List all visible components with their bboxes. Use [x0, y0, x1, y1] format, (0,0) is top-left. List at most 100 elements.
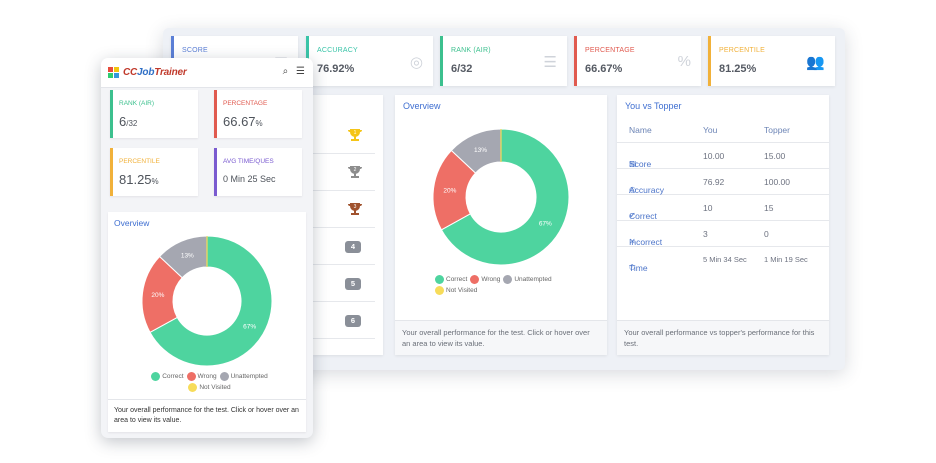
- brand-name[interactable]: CCJobTrainer: [123, 67, 187, 78]
- legend-swatch: [188, 383, 198, 392]
- donut-slice-label: 13%: [474, 147, 487, 154]
- legend-swatch: [503, 275, 513, 284]
- overview-title: Overview: [114, 218, 150, 228]
- check-icon: ✔: [629, 211, 636, 220]
- donut-slice-correct[interactable]: [440, 128, 570, 266]
- leaderboard-row[interactable]: 3: [313, 191, 375, 228]
- stat-value: 76.92%: [317, 63, 355, 75]
- leaderboard-row[interactable]: 1: [313, 117, 375, 154]
- stat-value: 66.67%: [585, 63, 623, 75]
- mobile-dashboard: CCJobTrainer ⌕ ☰ RANK (AIR) 6/32 PERCENT…: [101, 58, 313, 438]
- stat-value: 6/32: [451, 63, 473, 75]
- table-row: ⏱ Time 5 Min 34 Sec 1 Min 19 Sec: [617, 247, 829, 273]
- row-name: Accuracy: [629, 185, 664, 195]
- legend-label: Wrong: [481, 276, 501, 283]
- percent-icon: %: [677, 53, 691, 70]
- menu-icon[interactable]: ☰: [296, 66, 305, 77]
- bronze-trophy-icon: 3: [348, 203, 362, 215]
- donut-slice-label: 67%: [243, 323, 256, 330]
- row-topper: 15.00: [764, 151, 786, 161]
- stat-number: 6: [119, 114, 127, 129]
- topper-footer: Your overall performance vs topper's per…: [617, 320, 829, 355]
- row-topper: 100.00: [764, 177, 790, 187]
- stat-value: 66.67%: [223, 114, 263, 129]
- stat-label: ACCURACY: [317, 47, 358, 54]
- row-you: 5 Min 34 Sec: [703, 255, 747, 264]
- brand-logo-icon: [108, 67, 119, 78]
- cross-icon: ✕: [629, 237, 636, 246]
- legend-label: Unattempted: [514, 276, 552, 283]
- donut-slice-correct[interactable]: [149, 235, 273, 367]
- row-you: 10.00: [703, 151, 725, 161]
- stat-number: 81.25: [119, 172, 152, 187]
- table-row: ✕ Incorrect 3 0: [617, 221, 829, 247]
- brand-part: CC: [123, 67, 138, 78]
- legend-swatch: [219, 372, 229, 381]
- donut-slice-label: 67%: [539, 220, 552, 227]
- stat-label: AVG TIME/QUES: [223, 158, 274, 165]
- legend-item[interactable]: Not Visited: [435, 286, 477, 295]
- stat-label: RANK (AIR): [451, 47, 491, 54]
- search-icon[interactable]: ⌕: [282, 66, 289, 77]
- svg-text:1: 1: [354, 130, 357, 136]
- donut-slice-label: 20%: [443, 188, 456, 195]
- legend-label: Correct: [446, 276, 468, 283]
- legend-item[interactable]: Unattempted: [219, 372, 268, 381]
- legend-item[interactable]: Correct: [151, 372, 184, 381]
- legend-item[interactable]: Wrong: [186, 372, 217, 381]
- stat-suffix: %: [151, 177, 159, 186]
- row-name: Incorrect: [629, 237, 663, 247]
- row-name: Time: [629, 263, 648, 273]
- chart-legend: Correct Wrong Unattempted Not Visited: [146, 372, 276, 394]
- stat-card-accuracy: ACCURACY 76.92% ◎: [306, 36, 433, 86]
- donut-slice-label: 13%: [181, 253, 194, 260]
- stat-value: 81.25%: [719, 63, 757, 75]
- stat-label: SCORE: [182, 47, 208, 54]
- leaderboard-card: 1 2 3 4 5 6: [313, 95, 383, 355]
- svg-text:3: 3: [354, 204, 357, 210]
- legend-item[interactable]: Wrong: [470, 275, 500, 284]
- legend-label: Correct: [162, 373, 184, 380]
- silver-trophy-icon: 2: [348, 166, 362, 178]
- row-name: Correct: [629, 211, 657, 221]
- stat-card-rank: RANK (AIR) 6/32 ☰: [440, 36, 567, 86]
- row-you: 10: [703, 203, 713, 213]
- legend-item[interactable]: Correct: [435, 275, 467, 284]
- legend-label: Unattempted: [230, 373, 268, 380]
- overview-card: Overview 67% 20% 13% Correct Wrong Unattempt…: [395, 95, 607, 355]
- overview-footer: Your overall performance for the test. C…: [108, 399, 306, 432]
- leaderboard-row[interactable]: 4: [313, 228, 375, 265]
- topper-card: You vs Topper Name You Topper ▤ Score 10.…: [617, 95, 829, 355]
- stat-value: 6/32: [119, 114, 137, 129]
- stat-label: RANK (AIR): [119, 100, 155, 107]
- table-row: ◎ Accuracy 76.92 100.00: [617, 169, 829, 195]
- column-header: You: [703, 125, 718, 135]
- target-icon: ◎: [409, 54, 423, 71]
- legend-item[interactable]: Unattempted: [503, 275, 552, 284]
- mobile-stat-percentile: PERCENTILE 81.25%: [110, 148, 198, 196]
- leaderboard-row[interactable]: 6: [313, 302, 375, 339]
- overview-donut-chart[interactable]: 67% 20% 13%: [108, 232, 306, 382]
- timer-icon: ⏱: [629, 263, 636, 272]
- stat-number: 0 Min 25 Sec: [223, 174, 276, 184]
- svg-text:2: 2: [354, 167, 357, 173]
- rank-badge: 5: [345, 278, 361, 290]
- overview-footer: Your overall performance for the test. C…: [395, 320, 607, 355]
- donut-slice-label: 20%: [151, 292, 164, 299]
- header-actions: ⌕ ☰: [283, 66, 305, 77]
- stat-value: 81.25%: [119, 172, 159, 187]
- row-topper: 0: [764, 229, 769, 239]
- legend-swatch: [435, 275, 444, 284]
- stat-label: PERCENTAGE: [585, 47, 635, 54]
- overview-donut-chart[interactable]: 67% 20% 13%: [395, 117, 607, 277]
- target-icon: ◎: [629, 185, 636, 194]
- legend-item[interactable]: Not Visited: [188, 383, 231, 392]
- legend-swatch: [470, 275, 480, 284]
- row-name: Score: [629, 159, 652, 169]
- row-topper: 15: [764, 203, 774, 213]
- rank-badge: 4: [345, 241, 361, 253]
- leaderboard-row[interactable]: 5: [313, 265, 375, 302]
- mobile-header: CCJobTrainer ⌕ ☰: [101, 58, 313, 88]
- leaderboard-row[interactable]: 2: [313, 154, 375, 191]
- desktop-dashboard: SCORE ▤ ACCURACY 76.92% ◎ RANK (AIR) 6/3…: [163, 28, 845, 370]
